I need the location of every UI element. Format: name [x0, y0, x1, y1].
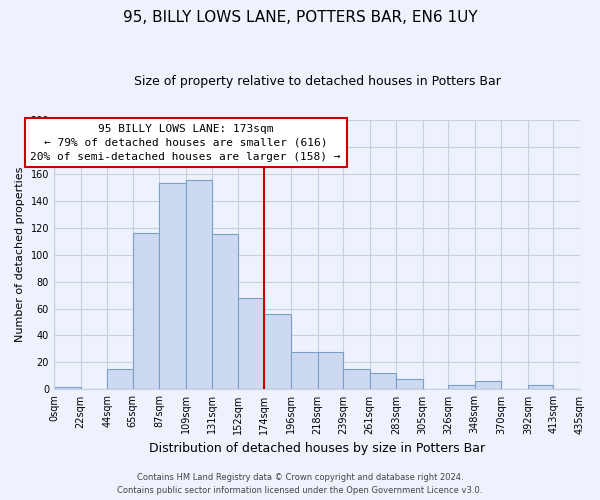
Title: Size of property relative to detached houses in Potters Bar: Size of property relative to detached ho…: [134, 75, 500, 88]
Y-axis label: Number of detached properties: Number of detached properties: [15, 167, 25, 342]
Bar: [448, 386, 475, 390]
Bar: [107, 369, 133, 390]
Bar: [396, 378, 423, 390]
Bar: [238, 298, 265, 390]
Bar: [54, 386, 80, 390]
Bar: [475, 382, 502, 390]
Bar: [186, 180, 212, 390]
Bar: [265, 314, 291, 390]
Bar: [370, 373, 396, 390]
Bar: [317, 352, 343, 390]
Bar: [212, 234, 238, 390]
Bar: [343, 369, 370, 390]
Bar: [159, 183, 186, 390]
Text: 95, BILLY LOWS LANE, POTTERS BAR, EN6 1UY: 95, BILLY LOWS LANE, POTTERS BAR, EN6 1U…: [122, 10, 478, 25]
Text: 95 BILLY LOWS LANE: 173sqm
← 79% of detached houses are smaller (616)
20% of sem: 95 BILLY LOWS LANE: 173sqm ← 79% of deta…: [31, 124, 341, 162]
Bar: [291, 352, 317, 390]
Text: Contains HM Land Registry data © Crown copyright and database right 2024.
Contai: Contains HM Land Registry data © Crown c…: [118, 474, 482, 495]
X-axis label: Distribution of detached houses by size in Potters Bar: Distribution of detached houses by size …: [149, 442, 485, 455]
Bar: [133, 233, 159, 390]
Bar: [528, 386, 553, 390]
